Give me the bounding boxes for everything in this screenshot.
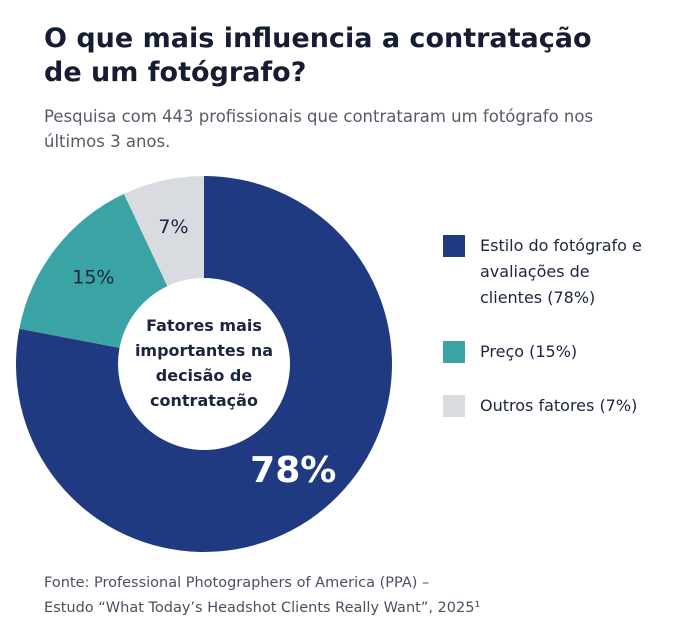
source: Fonte: Professional Photographers of Ame… [44, 571, 480, 621]
donut-slice [123, 176, 204, 287]
center-label: Fatores mais importantes na decisão de c… [134, 316, 274, 410]
legend: Estilo do fotógrafo e avaliações de clie… [443, 233, 683, 447]
legend-item: Estilo do fotógrafo e avaliações de clie… [443, 233, 683, 311]
legend-swatch [443, 395, 465, 417]
value-label: 15% [72, 267, 114, 289]
legend-swatch [443, 235, 465, 257]
value-label: 78% [250, 450, 336, 491]
legend-label: Preço (15%) [480, 342, 578, 361]
legend-label: Outros fatores (7%) [480, 396, 638, 415]
donut-chart: 78% 15% 7% [16, 176, 393, 552]
donut-slice [16, 176, 393, 552]
legend-swatch [443, 341, 465, 363]
chart-subtitle: Pesquisa com 443 profissionais que contr… [44, 107, 594, 151]
chart-title: O que mais influencia a contratação de u… [44, 23, 592, 88]
value-label: 7% [158, 216, 188, 238]
legend-label: Estilo do fotógrafo e avaliações de clie… [480, 236, 642, 307]
donut-slice [19, 193, 168, 348]
source-line: Fonte: Professional Photographers of Ame… [44, 575, 430, 591]
legend-item: Outros fatores (7%) [443, 393, 683, 419]
legend-item: Preço (15%) [443, 339, 683, 365]
source-line: Estudo “What Today’s Headshot Clients Re… [44, 600, 481, 616]
